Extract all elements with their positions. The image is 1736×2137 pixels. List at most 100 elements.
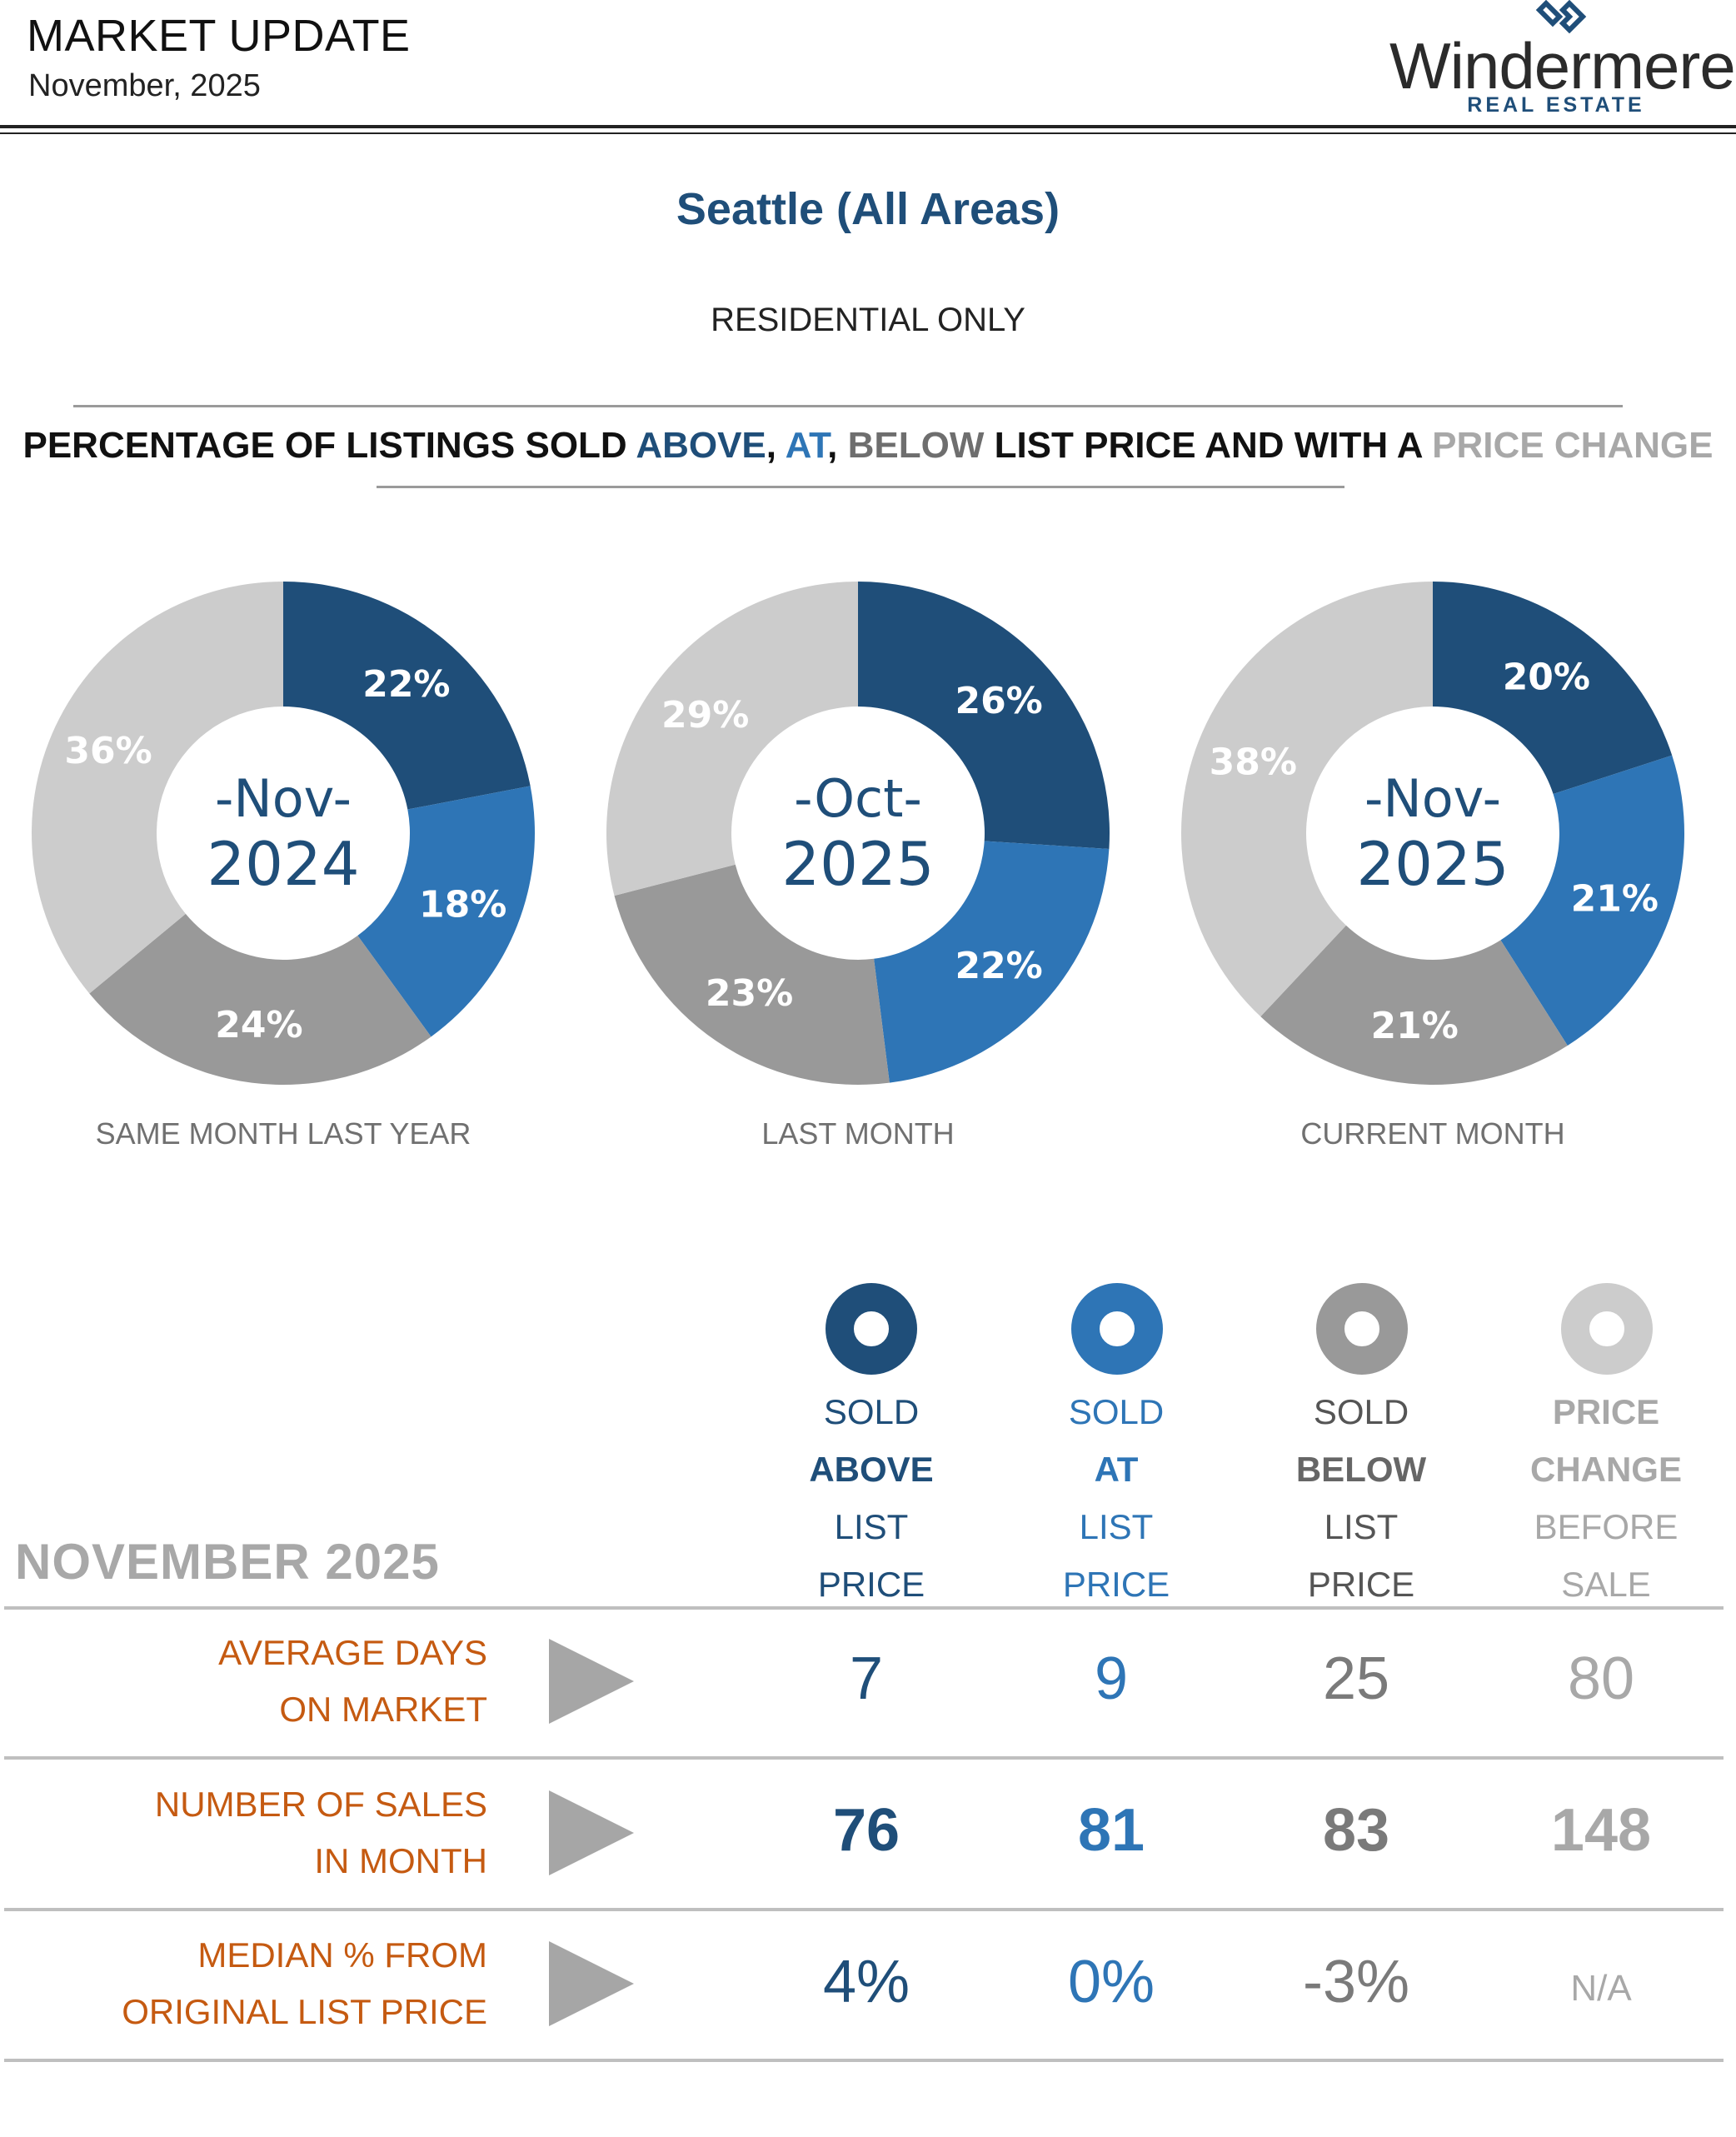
logo-wordmark: Windermere: [1389, 29, 1736, 102]
row-arrow-icon: [549, 1639, 634, 1724]
pie-0-center-year: 2024: [207, 829, 359, 899]
legend-at-donut-icon: [1071, 1283, 1163, 1375]
cell-below-days: 25: [1322, 1645, 1390, 1712]
area-title: Seattle (All Areas): [676, 184, 1060, 234]
pie-1-slice-at: [874, 841, 1110, 1083]
cell-at-sales: 81: [1077, 1797, 1145, 1864]
pie-0-label-below: 24%: [215, 1004, 302, 1046]
windermere-logo: Windermere REAL ESTATE: [1389, 0, 1736, 117]
row-label-line: ON MARKET: [279, 1690, 487, 1729]
row-arrow-icon: [549, 1941, 634, 2026]
pie-2-label-above: 20%: [1503, 656, 1590, 698]
legend-line: LIST: [1079, 1507, 1154, 1546]
pie-2-label-price-change: 38%: [1210, 741, 1297, 784]
heading-part2: LIST PRICE AND WITH A: [984, 425, 1433, 466]
pie-1-label-above: 26%: [955, 680, 1042, 722]
section-rule-top: [73, 405, 1623, 407]
legend-line: SOLD: [1313, 1392, 1409, 1431]
row-label-line: NUMBER OF SALES: [154, 1785, 487, 1824]
heading-price-change: PRICE CHANGE: [1432, 425, 1714, 466]
legend-line: ABOVE: [809, 1450, 934, 1489]
header-rule-thin: [0, 132, 1736, 134]
pie-caption-last-month: LAST MONTH: [761, 1116, 955, 1151]
pie-1-center-month: -Oct-: [794, 768, 922, 829]
table-rule: [4, 1606, 1724, 1610]
legend-label-price-change: PRICE CHANGE BEFORE SALE: [1489, 1383, 1723, 1613]
header-rule-thick: [0, 125, 1736, 128]
cell-at-days: 9: [1094, 1645, 1129, 1712]
heading-sep2: ,: [827, 425, 848, 466]
cell-above-sales: 76: [832, 1797, 900, 1864]
legend-label-sold-above: SOLD ABOVE LIST PRICE: [755, 1383, 988, 1613]
pie-2-label-below: 21%: [1371, 1005, 1459, 1047]
cell-price-change-sales: 148: [1550, 1797, 1652, 1864]
row-label-line: IN MONTH: [314, 1841, 487, 1880]
legend-line: PRICE: [1062, 1565, 1170, 1604]
legend-line: BELOW: [1295, 1450, 1427, 1489]
pie-0-label-at: 18%: [419, 883, 506, 926]
cell-price-change-days: 80: [1567, 1645, 1635, 1712]
pie-0-center-month: -Nov-: [215, 768, 352, 829]
row-label-number-of-sales: NUMBER OF SALES IN MONTH: [50, 1776, 487, 1890]
report-date: November, 2025: [28, 68, 261, 103]
pie-1-label-price-change: 29%: [661, 694, 749, 736]
pie-1-slice-price-change: [606, 582, 858, 896]
row-label-average-days-on-market: AVERAGE DAYS ON MARKET: [50, 1625, 487, 1738]
legend-line: SOLD: [823, 1392, 920, 1431]
legend-line: PRICE: [1552, 1392, 1660, 1431]
residential-only-label: RESIDENTIAL ONLY: [711, 302, 1025, 338]
logo-mark-icon: [1535, 0, 1587, 33]
section-rule-bottom: [377, 486, 1344, 488]
pie-0-slice-above: [283, 582, 531, 810]
table-rule: [4, 1756, 1724, 1760]
legend-line: SOLD: [1068, 1392, 1165, 1431]
pie-2-slice-below: [1260, 925, 1568, 1085]
pie-1-label-below: 23%: [706, 972, 793, 1015]
cell-below-median: -3%: [1302, 1949, 1410, 2015]
legend-line: CHANGE: [1529, 1450, 1682, 1489]
pie-1-slice-above: [858, 582, 1110, 849]
pie-2-slice-at: [1500, 755, 1684, 1046]
table-month-label: NOVEMBER 2025: [15, 1534, 440, 1590]
pie-0-label-above: 22%: [362, 663, 450, 706]
pie-1-center-year: 2025: [781, 829, 934, 899]
logo-subtitle: REAL ESTATE: [1467, 93, 1645, 117]
pie-0-label-price-change: 36%: [64, 730, 152, 772]
row-label-median-pct-from-list: MEDIAN % FROM ORIGINAL LIST PRICE: [50, 1927, 487, 2040]
legend-line: LIST: [1324, 1507, 1399, 1546]
cell-price-change-median: N/A: [1570, 1968, 1632, 2009]
cell-at-median: 0%: [1067, 1949, 1155, 2015]
heading-below: BELOW: [847, 425, 985, 466]
heading-above: ABOVE: [636, 425, 766, 466]
report-title: MARKET UPDATE: [27, 11, 411, 61]
pie-2-slice-above: [1433, 582, 1673, 795]
row-arrow-icon: [549, 1790, 634, 1875]
legend-line: PRICE: [817, 1565, 925, 1604]
pie-caption-current-month: CURRENT MONTH: [1300, 1116, 1565, 1151]
pie-caption-same-month-last-year: SAME MONTH LAST YEAR: [95, 1116, 471, 1151]
pie-1-label-at: 22%: [955, 945, 1042, 987]
pie-section-heading: PERCENTAGE OF LISTINGS SOLD ABOVE, AT, B…: [0, 425, 1736, 467]
legend-line: PRICE: [1307, 1565, 1415, 1604]
pie-1-slice-below: [614, 864, 890, 1085]
cell-below-sales: 83: [1322, 1797, 1390, 1864]
pie-0-slice-at: [357, 786, 536, 1037]
pie-2-label-at: 21%: [1571, 878, 1659, 921]
cell-above-median: 4%: [822, 1949, 910, 2015]
legend-price-change-donut-icon: [1561, 1283, 1653, 1375]
table-rule: [4, 2059, 1724, 2062]
legend-line: LIST: [834, 1507, 909, 1546]
pie-2-center-year: 2025: [1356, 829, 1509, 899]
pie-0-slice-below: [89, 913, 432, 1085]
legend-below-donut-icon: [1316, 1283, 1408, 1375]
row-label-line: AVERAGE DAYS: [218, 1633, 487, 1672]
legend-line: SALE: [1561, 1565, 1651, 1604]
table-rule: [4, 1908, 1724, 1911]
row-label-line: ORIGINAL LIST PRICE: [122, 1992, 487, 2031]
pie-2-center-month: -Nov-: [1364, 768, 1501, 829]
pie-0-slice-price-change: [31, 582, 284, 994]
cell-above-days: 7: [849, 1645, 884, 1712]
pie-2-slice-price-change: [1180, 582, 1433, 1017]
donut-charts: 22%18%24%36%-Nov-202426%22%23%29%-Oct-20…: [31, 582, 1684, 1085]
legend-line: AT: [1094, 1450, 1139, 1489]
